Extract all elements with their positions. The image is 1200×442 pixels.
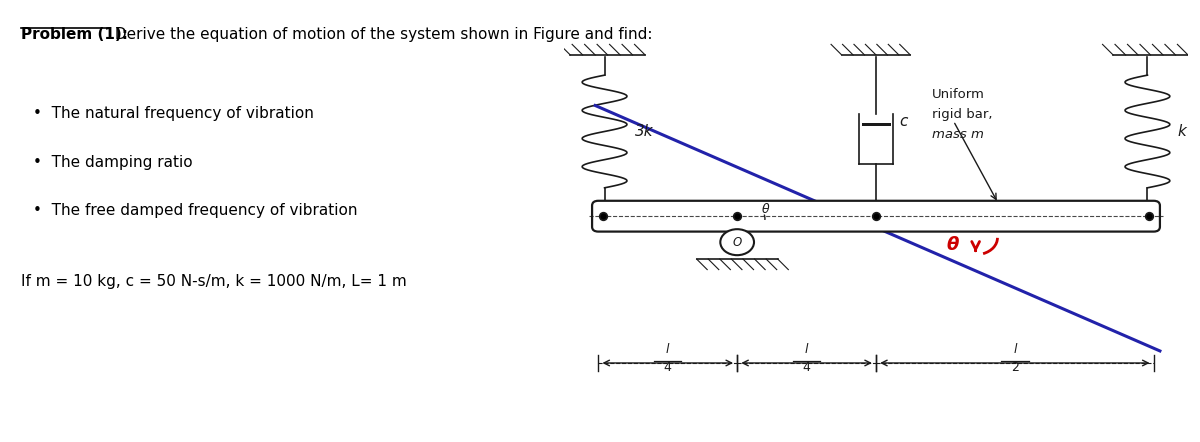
Text: l: l: [666, 343, 670, 356]
Text: θ: θ: [947, 236, 959, 254]
Text: Uniform: Uniform: [931, 88, 984, 101]
Text: 2: 2: [1010, 361, 1019, 374]
Text: Problem (1):: Problem (1):: [22, 27, 128, 42]
Text: 4: 4: [664, 361, 672, 374]
FancyBboxPatch shape: [592, 201, 1160, 232]
Text: 4: 4: [803, 361, 810, 374]
Text: •  The natural frequency of vibration: • The natural frequency of vibration: [34, 106, 314, 121]
Text: l: l: [1013, 343, 1016, 356]
Text: θ: θ: [762, 203, 769, 217]
Text: l: l: [805, 343, 809, 356]
Circle shape: [720, 229, 754, 255]
Text: O: O: [732, 236, 742, 249]
Text: If m = 10 kg, c = 50 N-s/m, k = 1000 N/m, L= 1 m: If m = 10 kg, c = 50 N-s/m, k = 1000 N/m…: [22, 274, 407, 289]
Text: •  The damping ratio: • The damping ratio: [34, 155, 193, 170]
Text: k: k: [1177, 124, 1187, 139]
Text: c: c: [900, 114, 908, 130]
Text: mass m: mass m: [931, 128, 984, 141]
Text: 3k: 3k: [635, 124, 653, 139]
Text: Derive the equation of motion of the system shown in Figure and find:: Derive the equation of motion of the sys…: [110, 27, 653, 42]
Text: •  The free damped frequency of vibration: • The free damped frequency of vibration: [34, 203, 358, 218]
Text: rigid bar,: rigid bar,: [931, 108, 992, 121]
